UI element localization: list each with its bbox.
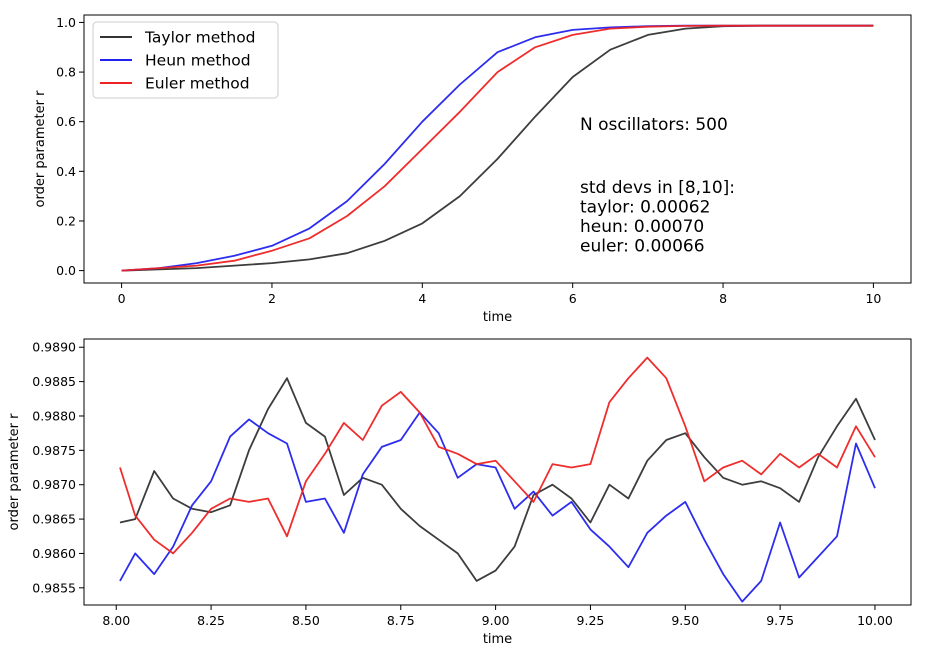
y-tick-label: 0.9860 <box>32 546 76 561</box>
series-line-euler-method <box>119 356 876 555</box>
y-axis-label: order parameter r <box>33 90 48 208</box>
x-tick-label: 8.50 <box>292 613 320 628</box>
x-tick-label: 9.00 <box>482 613 510 628</box>
chart-bottom: 8.00 8.25 8.50 8.75 9.00 9.25 9.50 9.75 10.00 0.9… <box>7 338 912 647</box>
axes-frame <box>83 338 912 606</box>
x-tick-label: 6 <box>569 291 577 306</box>
x-axis-label: time <box>483 310 512 325</box>
x-tick-label: 9.50 <box>671 613 699 628</box>
series-line-heun-method <box>119 411 876 603</box>
annotation-text: taylor: 0.00062 <box>580 198 710 218</box>
y-tick-label: 0.0 <box>56 263 76 278</box>
x-tick-label: 8.00 <box>102 613 130 628</box>
x-tick-label: 9.75 <box>766 613 794 628</box>
x-tick-label: 8.25 <box>197 613 225 628</box>
x-tick-label: 0 <box>118 291 126 306</box>
y-tick-label: 0.9890 <box>32 340 76 355</box>
y-tick-label: 0.9885 <box>32 374 76 389</box>
legend: Taylor method Heun method Euler method <box>92 21 279 99</box>
annotation-text: euler: 0.00066 <box>580 237 705 257</box>
x-axis-label: time <box>483 632 512 647</box>
y-axis-label: order parameter r <box>7 413 22 531</box>
annotation-text: N oscillators: 500 <box>580 115 728 135</box>
y-tick-label: 0.9865 <box>32 512 76 527</box>
series-line-euler-method <box>121 24 874 272</box>
y-tick-label: 0.8 <box>56 65 76 80</box>
axes-frame <box>83 14 912 284</box>
annotation-text: heun: 0.00070 <box>580 217 704 237</box>
chart-top: 0 2 4 6 8 10 0.0 0.2 0.4 0.6 0.8 1.0 time order param… <box>33 14 912 325</box>
x-tick-label: 2 <box>268 291 276 306</box>
x-tick-label: 10 <box>865 291 881 306</box>
x-tick-label: 10.00 <box>857 613 893 628</box>
y-tick-label: 0.9855 <box>32 580 76 595</box>
annotation-text: std devs in [8,10]: <box>580 178 735 198</box>
legend-entry: Taylor method <box>144 29 256 47</box>
legend-box <box>92 21 279 99</box>
x-tick-label: 8.75 <box>387 613 415 628</box>
x-tick-label: 8 <box>719 291 727 306</box>
legend-entry: Euler method <box>145 75 250 93</box>
y-tick-label: 0.9880 <box>32 408 76 423</box>
y-tick-label: 0.6 <box>56 114 76 129</box>
y-tick-label: 0.2 <box>56 213 76 228</box>
y-tick-label: 1.0 <box>56 15 76 30</box>
y-tick-label: 0.4 <box>56 164 76 179</box>
x-tick-label: 4 <box>418 291 426 306</box>
y-tick-label: 0.9875 <box>32 443 76 458</box>
y-tick-label: 0.9870 <box>32 477 76 492</box>
x-tick-label: 9.25 <box>577 613 605 628</box>
series-line-taylor-method <box>119 377 876 582</box>
legend-entry: Heun method <box>145 52 251 70</box>
